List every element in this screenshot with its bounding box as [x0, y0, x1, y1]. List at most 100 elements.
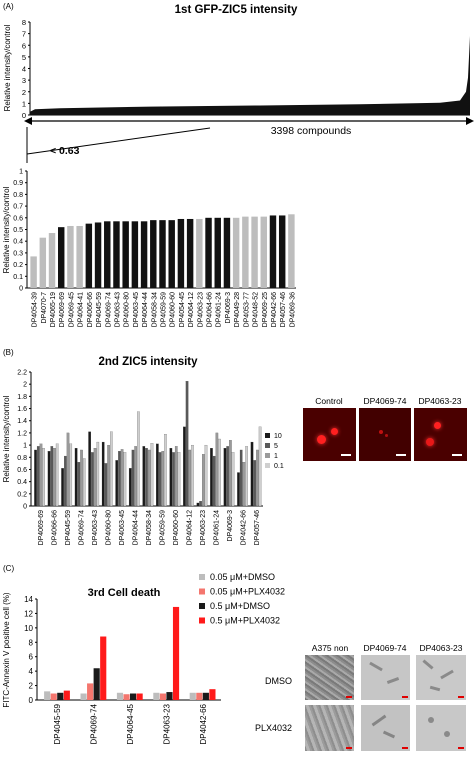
- sub-x-tick-label: DP4048-52: [253, 292, 260, 328]
- c-bar: [123, 694, 130, 700]
- b-bar-1: [256, 449, 259, 507]
- c-bar: [202, 692, 209, 700]
- c-bar: [63, 690, 70, 700]
- panel-letter-c: (C): [3, 564, 14, 573]
- b-bar-0.1: [177, 452, 181, 507]
- b-bar-10: [156, 443, 159, 507]
- c-legend-label: 0.05 μM+PLX4032: [210, 587, 285, 597]
- panel-letter-b: (B): [3, 348, 14, 357]
- c-legend-label: 0.5 μM+PLX4032: [210, 616, 280, 626]
- c-x-tick-label: DP4042-66: [199, 703, 208, 744]
- b-bar-0.1: [110, 431, 113, 507]
- b-bar-10: [34, 449, 37, 507]
- sub-bar: [113, 221, 120, 288]
- sub-y-tick-label: 0.4: [13, 239, 23, 246]
- b-bar-1: [215, 432, 219, 507]
- sub-x-tick-label: DP4069-45: [68, 292, 75, 328]
- c-image-column-label: DP4069-74: [363, 643, 406, 653]
- b-image-label: Control: [315, 396, 343, 406]
- sub-bar: [223, 217, 231, 288]
- overview-y-tick-label: 2: [22, 88, 26, 97]
- b-y-tick-label: 1: [23, 443, 27, 450]
- sub-bar: [196, 218, 203, 288]
- b-bar-1: [120, 449, 124, 507]
- b-bar-10: [237, 472, 240, 507]
- b-bar-0.1: [231, 452, 235, 507]
- microscopy-dp4063-23-dmso: [416, 655, 466, 700]
- sub-y-tick-label: 0.8: [13, 192, 23, 199]
- overview-y-tick-label: 4: [22, 65, 26, 74]
- c-legend-label: 0.5 μM+DMSO: [210, 601, 270, 611]
- b-x-tick-label: DP4069-74: [78, 510, 85, 546]
- b-bar-10: [169, 448, 173, 507]
- overview-y-tick-label: 0: [22, 111, 26, 120]
- b-bar-5: [64, 455, 67, 507]
- b-bar-1: [161, 451, 165, 507]
- sub-bar: [159, 220, 166, 288]
- microscopy-a375-dmso: [305, 655, 354, 700]
- sub-y-tick-label: 1: [19, 169, 23, 176]
- b-bar-5: [91, 452, 94, 507]
- b-y-tick-label: 1.2: [17, 430, 27, 437]
- b-y-axis-label: Relative intensity/control: [2, 395, 11, 482]
- b-x-tick-label: DP4069-69: [38, 510, 45, 546]
- panel-c-title: 3rd Cell death: [88, 587, 161, 599]
- sub-bar: [131, 221, 139, 288]
- b-x-tick-label: DP4066-66: [51, 510, 58, 546]
- sub-y-tick-label: 0: [19, 286, 23, 293]
- c-y-tick-label: 4: [29, 667, 34, 676]
- b-bar-1: [93, 448, 97, 507]
- b-image-label: DP4063-23: [418, 396, 461, 406]
- sub-y-axis-label: Relative intensity/control: [2, 186, 11, 273]
- b-y-tick-label: 1.8: [17, 394, 27, 401]
- overview-y-tick-label: 6: [22, 41, 26, 50]
- c-legend-label: 0.05 μM+DMSO: [210, 572, 275, 582]
- overview-y-tick-label: 3: [22, 76, 26, 85]
- c-bar: [159, 693, 166, 700]
- b-legend-swatch: [265, 453, 270, 458]
- sub-x-tick-label: DP4064-66: [207, 292, 214, 328]
- sub-x-tick-label: DP4059-59: [161, 292, 168, 328]
- b-bar-10: [47, 451, 51, 507]
- c-y-tick-label: 14: [24, 595, 33, 604]
- overview-y-tick-label: 7: [22, 30, 26, 39]
- c-image-row-label: DMSO: [265, 676, 292, 686]
- compounds-label: 3398 compounds: [271, 125, 352, 137]
- b-y-tick-label: 0.8: [17, 455, 27, 462]
- b-bar-5: [226, 446, 229, 507]
- b-x-tick-label: DP4059-59: [160, 510, 167, 546]
- b-y-tick-label: 2: [23, 382, 27, 389]
- b-legend-swatch: [265, 443, 270, 448]
- c-bar: [116, 692, 124, 700]
- b-bar-10: [142, 446, 146, 507]
- c-bar: [44, 691, 51, 700]
- c-bar: [209, 689, 216, 700]
- fluorescence-image-dp4063-23: [414, 408, 467, 461]
- sub-x-tick-label: DP4070-7: [41, 292, 48, 324]
- b-bar-5: [104, 463, 108, 507]
- b-bar-0.1: [123, 452, 127, 507]
- fluorescence-image-dp4069-74: [359, 408, 411, 461]
- c-x-tick-label: DP4063-23: [162, 703, 171, 744]
- sub-bar: [67, 225, 74, 288]
- sub-bar: [122, 221, 129, 288]
- b-legend-label: 0.1: [274, 463, 284, 470]
- b-legend-label: 1: [274, 453, 278, 460]
- sub-x-tick-label: DP4060-60: [170, 292, 177, 328]
- threshold-label: < 0.63: [50, 145, 80, 157]
- sub-bar: [288, 214, 295, 288]
- c-bar: [93, 668, 100, 700]
- sub-x-tick-label: DP4060-80: [124, 292, 131, 328]
- b-bar-5: [185, 381, 189, 507]
- sub-x-tick-label: DP4054-39: [32, 292, 39, 328]
- b-bar-5: [199, 501, 202, 507]
- sub-bar: [278, 215, 286, 288]
- sub-bar: [48, 233, 56, 288]
- c-x-tick-label: DP4069-74: [90, 703, 99, 744]
- c-y-tick-label: 12: [24, 609, 33, 618]
- b-bar-10: [115, 460, 119, 507]
- sub-x-tick-label: DP4066-66: [87, 292, 94, 328]
- c-bar: [189, 692, 196, 700]
- overview-y-tick-label: 5: [22, 53, 26, 62]
